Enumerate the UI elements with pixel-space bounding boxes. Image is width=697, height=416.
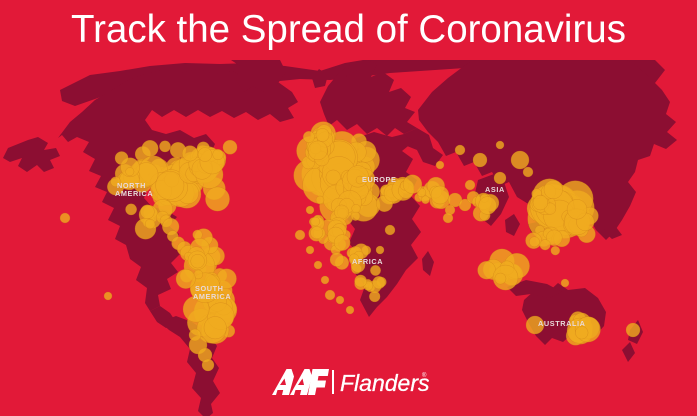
svg-text:AUSTRALIA: AUSTRALIA bbox=[538, 319, 586, 328]
svg-text:AMERICA: AMERICA bbox=[115, 189, 153, 198]
svg-text:®: ® bbox=[422, 372, 427, 379]
svg-text:EUROPE: EUROPE bbox=[362, 175, 396, 184]
svg-text:AMERICA: AMERICA bbox=[193, 292, 231, 301]
svg-text:AFRICA: AFRICA bbox=[352, 257, 383, 266]
svg-text:ASIA: ASIA bbox=[485, 185, 505, 194]
svg-text:Flanders: Flanders bbox=[340, 370, 429, 396]
